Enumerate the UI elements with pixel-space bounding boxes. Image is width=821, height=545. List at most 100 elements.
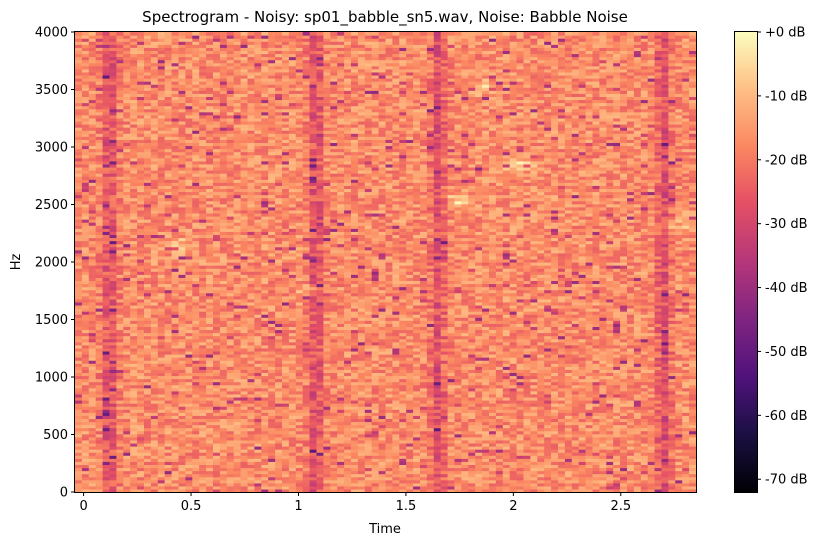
heatmap-cell — [150, 203, 159, 208]
heatmap-cell — [247, 240, 255, 245]
heatmap-cell — [282, 56, 290, 61]
heatmap-cell — [213, 252, 221, 257]
heatmap-cell — [254, 50, 262, 55]
heatmap-cell — [268, 56, 276, 61]
heatmap-cell — [295, 120, 304, 125]
heatmap-cell — [247, 182, 255, 186]
heatmap-cell — [185, 446, 193, 450]
heatmap-cell — [282, 78, 290, 82]
heatmap-cell — [226, 268, 235, 272]
heatmap-cell — [102, 452, 111, 456]
heatmap-cell — [157, 396, 166, 401]
heatmap-cell — [95, 390, 104, 395]
heatmap-cell — [88, 393, 97, 398]
heatmap-cell — [213, 44, 221, 48]
heatmap-cell — [123, 53, 131, 58]
heatmap-cell — [185, 320, 193, 324]
heatmap-cell — [102, 219, 111, 223]
heatmap-cell — [123, 35, 131, 39]
heatmap-cell — [116, 124, 124, 128]
heatmap-cell — [261, 258, 269, 263]
heatmap-cell — [95, 393, 104, 398]
heatmap-cell — [95, 53, 104, 58]
heatmap-cell — [213, 470, 221, 475]
heatmap-cell — [268, 203, 276, 208]
heatmap-cell — [219, 396, 228, 401]
heatmap-cell — [282, 222, 290, 226]
heatmap-cell — [295, 415, 304, 419]
heatmap-cell — [137, 332, 145, 337]
heatmap-cell — [171, 360, 180, 364]
heatmap-cell — [240, 35, 249, 39]
heatmap-cell — [288, 99, 297, 104]
heatmap-cell — [81, 476, 90, 481]
heatmap-cell — [288, 81, 297, 85]
heatmap-cell — [164, 203, 173, 208]
heatmap-cell — [109, 246, 117, 251]
heatmap-cell — [164, 74, 173, 79]
heatmap-cell — [123, 212, 131, 217]
heatmap-cell — [144, 148, 152, 153]
heatmap-cell — [88, 157, 97, 162]
heatmap-cell — [261, 277, 269, 281]
heatmap-cell — [233, 225, 242, 229]
heatmap-cell — [123, 476, 131, 481]
heatmap-cell — [240, 200, 249, 205]
heatmap-cell — [171, 363, 180, 367]
heatmap-cell — [144, 136, 152, 140]
heatmap-cell — [150, 488, 159, 493]
heatmap-cell — [116, 53, 124, 58]
heatmap-cell — [199, 228, 207, 232]
heatmap-cell — [295, 246, 304, 251]
heatmap-cell — [268, 347, 276, 352]
heatmap-cell — [109, 360, 117, 364]
heatmap-cell — [75, 372, 83, 377]
heatmap-cell — [123, 485, 131, 490]
heatmap-cell — [178, 105, 186, 110]
heatmap-cell — [199, 111, 207, 116]
heatmap-cell — [219, 173, 228, 177]
heatmap-cell — [226, 145, 235, 150]
heatmap-cell — [213, 173, 221, 177]
heatmap-cell — [171, 246, 180, 251]
heatmap-cell — [144, 154, 152, 159]
heatmap-cell — [282, 240, 290, 245]
heatmap-cell — [199, 458, 207, 462]
heatmap-cell — [164, 108, 173, 113]
heatmap-cell — [206, 482, 214, 487]
heatmap-cell — [247, 452, 255, 456]
heatmap-cell — [254, 427, 262, 432]
heatmap-cell — [185, 81, 193, 85]
heatmap-cell — [81, 350, 90, 355]
heatmap-cell — [199, 277, 207, 281]
heatmap-cell — [144, 452, 152, 456]
heatmap-cell — [226, 304, 235, 309]
heatmap-cell — [123, 403, 131, 407]
heatmap-cell — [123, 488, 131, 493]
heatmap-cell — [247, 335, 255, 340]
heatmap-cell — [81, 387, 90, 392]
heatmap-cell — [282, 173, 290, 177]
heatmap-cell — [295, 262, 304, 266]
heatmap-cell — [213, 38, 221, 42]
heatmap-cell — [95, 78, 104, 82]
heatmap-cell — [247, 139, 255, 143]
heatmap-cell — [282, 427, 290, 432]
heatmap-cell — [219, 170, 228, 174]
heatmap-cell — [295, 268, 304, 272]
heatmap-cell — [137, 81, 145, 85]
heatmap-cell — [178, 188, 186, 193]
heatmap-cell — [302, 433, 311, 438]
heatmap-cell — [295, 320, 304, 324]
heatmap-cell — [144, 41, 152, 45]
heatmap-cell — [288, 308, 297, 312]
heatmap-cell — [75, 90, 83, 94]
heatmap-cell — [81, 81, 90, 85]
heatmap-cell — [219, 464, 228, 469]
heatmap-cell — [102, 390, 111, 395]
heatmap-cell — [247, 188, 255, 193]
heatmap-cell — [130, 446, 138, 450]
heatmap-cell — [185, 225, 193, 229]
heatmap-cell — [164, 280, 173, 285]
heatmap-cell — [261, 170, 269, 174]
